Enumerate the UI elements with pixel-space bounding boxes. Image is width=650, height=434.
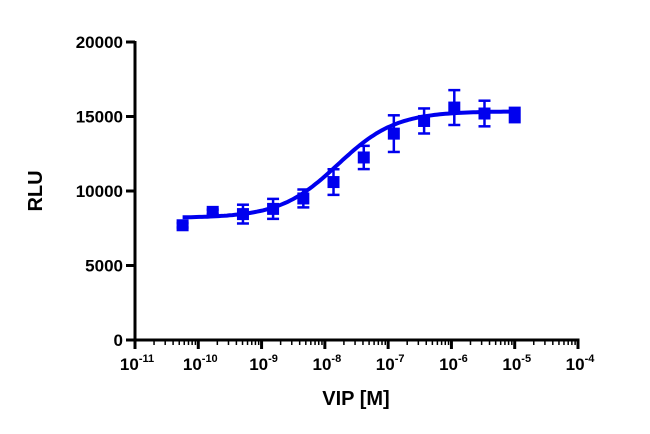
square-marker xyxy=(206,205,219,218)
square-marker xyxy=(478,107,491,120)
x-tick-label: 10-11 xyxy=(120,353,154,374)
x-tick-label: 10-5 xyxy=(502,353,531,374)
square-marker xyxy=(418,114,431,127)
data-point xyxy=(508,106,521,124)
data-point xyxy=(236,203,249,225)
fit-curve-layer xyxy=(182,109,515,220)
data-point xyxy=(206,205,219,218)
axes: 0 5000 10000 15000 20000 10-11 10-10 10-9 10-8 10… xyxy=(76,33,596,374)
data-point xyxy=(357,144,370,171)
x-tick-label: 10-8 xyxy=(313,353,342,374)
y-tick-label: 0 xyxy=(114,331,123,350)
y-tick-label: 15000 xyxy=(76,108,123,127)
y-axis-label: RLU xyxy=(25,170,47,211)
y-tick-label: 20000 xyxy=(76,33,123,52)
data-point xyxy=(418,107,431,135)
x-tick-label: 10-4 xyxy=(566,353,596,374)
data-point xyxy=(267,197,280,221)
data-points-layer xyxy=(176,88,521,232)
y-tick-label: 10000 xyxy=(76,182,123,201)
square-marker xyxy=(357,151,370,164)
x-tick-label: 10-9 xyxy=(249,353,278,374)
fit-curve xyxy=(182,109,515,220)
square-marker xyxy=(508,109,521,122)
square-marker xyxy=(327,176,340,189)
data-point xyxy=(387,114,400,154)
x-tick-label: 10-10 xyxy=(183,353,218,374)
data-point xyxy=(478,99,491,128)
square-marker xyxy=(297,192,310,205)
x-tick-label: 10-7 xyxy=(376,353,405,374)
x-axis-label: VIP [M] xyxy=(322,388,389,410)
square-marker xyxy=(267,202,280,215)
data-point xyxy=(176,219,189,232)
square-marker xyxy=(236,208,249,221)
data-point xyxy=(327,167,340,197)
square-marker xyxy=(176,219,189,232)
square-marker xyxy=(387,127,400,140)
square-marker xyxy=(448,101,461,114)
data-point xyxy=(297,188,310,209)
y-tick-label: 5000 xyxy=(85,257,123,276)
x-tick-label: 10-6 xyxy=(439,353,468,374)
data-point xyxy=(448,88,461,127)
